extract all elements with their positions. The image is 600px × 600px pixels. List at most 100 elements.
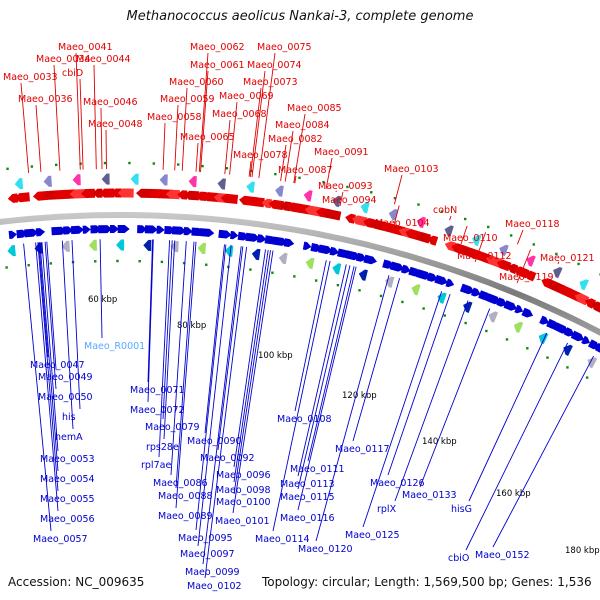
gene-label: Maeo_0095 [178, 533, 233, 544]
label-leader-line [200, 70, 209, 173]
reverse-gene [318, 244, 333, 255]
label-leader-line [175, 241, 197, 509]
label-leader-line [297, 266, 357, 511]
forward-gene [117, 188, 134, 198]
gc-mark [30, 165, 34, 168]
gene-label: Maeo_0101 [215, 516, 270, 527]
label-leader-line [315, 275, 390, 542]
feature-box [143, 239, 152, 251]
feature-box [224, 245, 234, 257]
forward-gene [261, 198, 273, 209]
gene-label: Maeo_0112 [457, 251, 512, 262]
gene-label: Maeo_0118 [505, 219, 560, 230]
forward-gene [369, 219, 387, 231]
reverse-gene [355, 252, 367, 262]
reverse-gene [144, 225, 158, 234]
gene-label: Maeo_0117 [335, 444, 390, 455]
gc-mark [422, 307, 425, 310]
reverse-gene [445, 278, 455, 288]
label-leader-line [162, 122, 166, 170]
gene-label: Maeo_0120 [298, 544, 353, 555]
gene-label: Maeo_0047 [30, 360, 85, 371]
reverse-gene [245, 232, 260, 242]
label-leader-line [251, 70, 266, 178]
reverse-gene [539, 315, 549, 325]
reverse-gene [110, 225, 119, 233]
gene-label: Maeo_0050 [38, 392, 93, 403]
gc-mark [249, 268, 252, 271]
feature-box [553, 267, 563, 279]
reverse-gene [434, 274, 448, 285]
label-leader-line [100, 107, 103, 170]
gc-mark [443, 314, 446, 317]
label-leader-line [75, 52, 81, 170]
gene-label: Maeo_0079 [145, 422, 200, 433]
gene-label: Maeo_0078 [233, 150, 288, 161]
label-leader-line [297, 265, 351, 490]
gene-label: Maeo_0033 [3, 72, 58, 83]
gc-mark [152, 162, 156, 165]
reverse-gene [389, 261, 405, 272]
label-leader-line [61, 240, 74, 430]
gene-label: Maeo_0041 [58, 42, 113, 53]
gc-mark [585, 376, 589, 379]
gene-label: cbiO [448, 553, 469, 564]
label-leader-line [229, 101, 238, 175]
reverse-gene [553, 322, 569, 334]
gene-label: Maeo_0098 [216, 485, 271, 496]
scale-tick-label: 140 kbp [422, 437, 457, 447]
label-leader-line [258, 52, 276, 178]
reverse-gene [137, 225, 148, 234]
label-leader-line [449, 215, 452, 221]
gene-label: Maeo_0092 [200, 453, 255, 464]
label-leader-line [163, 240, 176, 440]
forward-gene [110, 188, 122, 198]
feature-box [159, 174, 168, 186]
feature-box [251, 248, 261, 261]
feature-box [358, 269, 368, 281]
label-leader-line [362, 291, 443, 528]
label-leader-line [197, 245, 232, 547]
label-leader-line [419, 308, 491, 488]
label-leader-line [71, 240, 81, 410]
gc-mark [128, 161, 131, 165]
label-leader-line [224, 119, 231, 175]
gene-label: Maeo_0099 [185, 567, 240, 578]
feature-box [416, 216, 426, 229]
reverse-gene [329, 246, 340, 256]
gene-label: Maeo_0085 [287, 103, 342, 114]
gene-label: Maeo_0054 [40, 474, 95, 485]
gc-mark [271, 271, 274, 274]
forward-gene [32, 190, 50, 201]
reverse-gene [156, 225, 165, 234]
feature-box [116, 239, 125, 251]
feature-box [188, 176, 197, 188]
feature-box [72, 174, 81, 186]
gene-label: Maeo_0088 [158, 491, 213, 502]
gc-mark [205, 263, 208, 266]
label-leader-line [460, 225, 468, 245]
reverse-gene [117, 225, 130, 233]
forward-gene [574, 293, 590, 306]
gene-label: Maeo_0089 [158, 511, 213, 522]
reverse-gene [256, 234, 267, 243]
gene-label: Maeo_0061 [190, 60, 245, 71]
label-leader-line [38, 242, 49, 358]
feature-box [411, 284, 421, 296]
gene-label: Maeo_0100 [216, 497, 271, 508]
gc-mark [6, 167, 9, 171]
scale-tick-label: 120 kbp [342, 391, 377, 401]
label-leader-line [174, 104, 179, 171]
gene-label: Maeo_0102 [187, 581, 242, 592]
gc-mark [79, 162, 82, 165]
label-leader-line [175, 241, 195, 489]
label-leader-line [516, 249, 532, 284]
reverse-gene [363, 254, 377, 265]
label-leader-line [233, 249, 266, 468]
label-leader-line [53, 64, 61, 171]
feature-box [499, 244, 509, 257]
label-leader-line [294, 175, 297, 184]
label-leader-line [39, 242, 59, 472]
